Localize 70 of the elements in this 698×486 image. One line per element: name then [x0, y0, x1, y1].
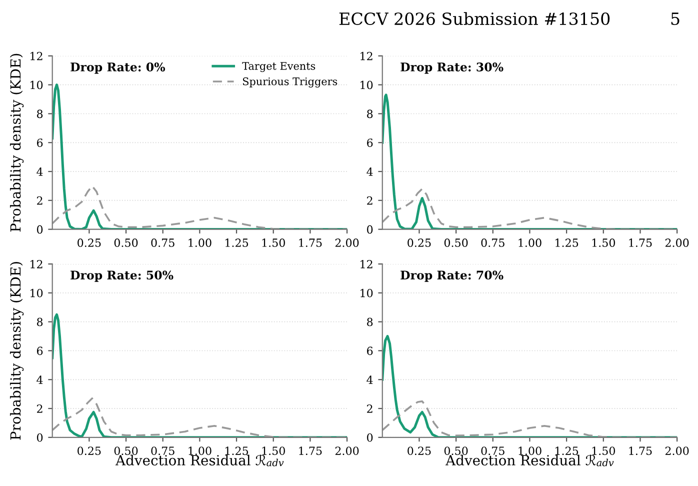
y-tick-label: 0: [367, 225, 373, 234]
y-tick-label: 8: [36, 318, 43, 326]
text: 5: [671, 12, 680, 26]
y-tick-label: 10: [30, 288, 43, 298]
x-tick-label: 0.25: [408, 446, 431, 456]
text: ECCV 2026 Submission #13150: [339, 12, 610, 26]
annotation: Drop Rate: 0%: [70, 62, 166, 74]
y-tick-label: 2: [367, 404, 372, 413]
y-tick-label: 6: [367, 346, 373, 356]
y-tick-label: 2: [37, 196, 42, 205]
x-tick-label: 0.75: [481, 238, 504, 247]
y-axis-title: Probability density (KDE): [10, 262, 24, 440]
y-tick-label: 10: [360, 288, 373, 298]
y-tick-label: 4: [366, 376, 373, 384]
x-tick-label: 1.00: [518, 446, 542, 456]
x-tick-label: 0.75: [151, 238, 174, 247]
x-tick-label: 1.50: [262, 446, 285, 456]
annotation: Drop Rate: 50%: [70, 270, 174, 282]
y-tick-label: 6: [367, 138, 373, 147]
y-tick-label: 2: [37, 404, 42, 413]
x-tick-label: 2.00: [665, 446, 689, 456]
y-tick-label: 6: [36, 138, 43, 147]
x-tick-label: 1.25: [556, 446, 578, 456]
x-tick-label: 0.75: [481, 446, 504, 456]
x-tick-label: 0.50: [444, 238, 468, 247]
x-tick-label: 1.75: [299, 238, 322, 247]
x-tick-label: 1.50: [592, 446, 616, 456]
annotation: Drop Rate: 70%: [400, 270, 504, 282]
x-tick-label: 1.75: [629, 446, 652, 456]
x-tick-label: 1.50: [262, 238, 285, 247]
x-tick-label: 0.25: [78, 238, 101, 247]
y-tick-label: 8: [36, 110, 43, 118]
x-tick-label: 2.00: [665, 238, 689, 247]
x-tick-label: 0.50: [114, 238, 138, 247]
y-tick-label: 0: [36, 225, 43, 234]
y-tick-label: 10: [30, 80, 43, 90]
y-tick-label: 12: [30, 260, 42, 268]
y-tick-label: 12: [30, 52, 42, 60]
x-tick-label: 0.50: [114, 446, 138, 456]
x-tick-label: 1.00: [188, 238, 212, 247]
x-tick-label: 1.25: [556, 238, 578, 247]
y-tick-label: 12: [360, 260, 372, 268]
legend-label: Spurious Triggers: [242, 77, 338, 88]
x-tick-label: 0.25: [408, 238, 431, 247]
y-tick-label: 4: [36, 167, 43, 176]
x-tick-label: 1.25: [226, 446, 248, 456]
x-tick-label: 1.00: [188, 446, 212, 456]
x-tick-label: 1.50: [592, 238, 616, 247]
y-tick-label: 8: [367, 110, 373, 118]
y-tick-label: 0: [367, 433, 373, 442]
x-tick-label: 1.25: [226, 238, 248, 247]
x-tick-label: 0.50: [444, 446, 468, 456]
legend-label: Target Events: [242, 62, 316, 72]
y-tick-label: 10: [360, 80, 373, 90]
y-axis-title: Probability density (KDE): [10, 54, 24, 232]
y-tick-label: 8: [367, 318, 373, 326]
x-tick-label: 0.25: [78, 446, 101, 456]
x-tick-label: 2.00: [335, 238, 359, 247]
x-tick-label: 1.75: [299, 446, 322, 456]
x-tick-label: 0.75: [151, 446, 174, 456]
y-tick-label: 0: [36, 433, 43, 442]
x-tick-label: 2.00: [335, 446, 359, 456]
x-tick-label: 1.75: [629, 238, 652, 247]
annotation: Drop Rate: 30%: [400, 62, 504, 74]
y-tick-label: 4: [366, 167, 373, 176]
y-tick-label: 4: [36, 376, 43, 384]
x-tick-label: 1.00: [518, 238, 542, 247]
y-tick-label: 2: [367, 196, 372, 205]
y-tick-label: 12: [360, 52, 372, 60]
y-tick-label: 6: [36, 346, 43, 356]
